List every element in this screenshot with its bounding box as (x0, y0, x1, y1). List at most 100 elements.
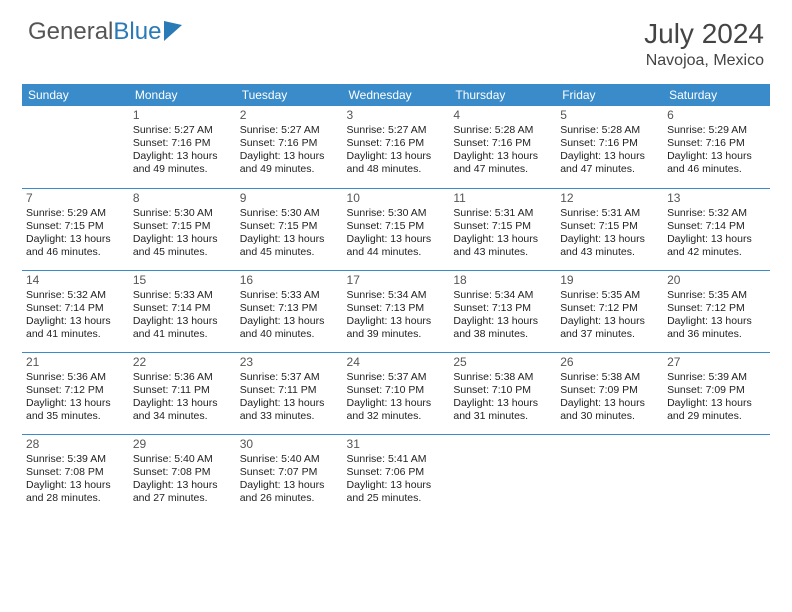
day-number: 8 (133, 191, 232, 206)
sunset-text: Sunset: 7:13 PM (240, 302, 339, 315)
calendar-cell: 16Sunrise: 5:33 AMSunset: 7:13 PMDayligh… (236, 270, 343, 352)
calendar-cell: 29Sunrise: 5:40 AMSunset: 7:08 PMDayligh… (129, 434, 236, 516)
calendar-row: 28Sunrise: 5:39 AMSunset: 7:08 PMDayligh… (22, 434, 770, 516)
calendar-cell (663, 434, 770, 516)
day-number: 28 (26, 437, 125, 452)
sunrise-text: Sunrise: 5:33 AM (133, 289, 232, 302)
logo: GeneralBlue (28, 18, 182, 46)
daylight-text: Daylight: 13 hours and 41 minutes. (26, 315, 125, 341)
sunset-text: Sunset: 7:08 PM (26, 466, 125, 479)
day-number: 5 (560, 108, 659, 123)
day-number: 18 (453, 273, 552, 288)
logo-sail-icon (164, 19, 182, 41)
day-number: 15 (133, 273, 232, 288)
calendar-cell: 25Sunrise: 5:38 AMSunset: 7:10 PMDayligh… (449, 352, 556, 434)
sunset-text: Sunset: 7:16 PM (347, 137, 446, 150)
daylight-text: Daylight: 13 hours and 29 minutes. (667, 397, 766, 423)
sunrise-text: Sunrise: 5:37 AM (347, 371, 446, 384)
daylight-text: Daylight: 13 hours and 39 minutes. (347, 315, 446, 341)
day-number: 22 (133, 355, 232, 370)
calendar-cell (556, 434, 663, 516)
daylight-text: Daylight: 13 hours and 41 minutes. (133, 315, 232, 341)
daylight-text: Daylight: 13 hours and 31 minutes. (453, 397, 552, 423)
day-number: 23 (240, 355, 339, 370)
sunrise-text: Sunrise: 5:39 AM (26, 453, 125, 466)
sunset-text: Sunset: 7:16 PM (133, 137, 232, 150)
sunset-text: Sunset: 7:13 PM (347, 302, 446, 315)
sunset-text: Sunset: 7:16 PM (667, 137, 766, 150)
day-header: Friday (556, 84, 663, 106)
sunset-text: Sunset: 7:15 PM (560, 220, 659, 233)
sunrise-text: Sunrise: 5:32 AM (26, 289, 125, 302)
calendar-row: 14Sunrise: 5:32 AMSunset: 7:14 PMDayligh… (22, 270, 770, 352)
location: Navojoa, Mexico (644, 52, 764, 70)
sunset-text: Sunset: 7:08 PM (133, 466, 232, 479)
sunrise-text: Sunrise: 5:27 AM (347, 124, 446, 137)
sunset-text: Sunset: 7:15 PM (347, 220, 446, 233)
daylight-text: Daylight: 13 hours and 30 minutes. (560, 397, 659, 423)
sunrise-text: Sunrise: 5:30 AM (133, 207, 232, 220)
daylight-text: Daylight: 13 hours and 40 minutes. (240, 315, 339, 341)
day-number: 27 (667, 355, 766, 370)
day-number: 2 (240, 108, 339, 123)
day-header: Sunday (22, 84, 129, 106)
sunrise-text: Sunrise: 5:27 AM (240, 124, 339, 137)
logo-part2: Blue (113, 18, 161, 46)
sunset-text: Sunset: 7:10 PM (453, 384, 552, 397)
sunrise-text: Sunrise: 5:32 AM (667, 207, 766, 220)
sunrise-text: Sunrise: 5:30 AM (240, 207, 339, 220)
sunrise-text: Sunrise: 5:40 AM (133, 453, 232, 466)
calendar-cell: 14Sunrise: 5:32 AMSunset: 7:14 PMDayligh… (22, 270, 129, 352)
sunset-text: Sunset: 7:10 PM (347, 384, 446, 397)
day-number: 1 (133, 108, 232, 123)
sunrise-text: Sunrise: 5:36 AM (26, 371, 125, 384)
sunset-text: Sunset: 7:07 PM (240, 466, 339, 479)
daylight-text: Daylight: 13 hours and 28 minutes. (26, 479, 125, 505)
sunrise-text: Sunrise: 5:37 AM (240, 371, 339, 384)
day-number: 12 (560, 191, 659, 206)
sunset-text: Sunset: 7:16 PM (240, 137, 339, 150)
sunset-text: Sunset: 7:06 PM (347, 466, 446, 479)
calendar-cell (449, 434, 556, 516)
day-number: 4 (453, 108, 552, 123)
sunset-text: Sunset: 7:14 PM (667, 220, 766, 233)
sunset-text: Sunset: 7:12 PM (26, 384, 125, 397)
day-number: 29 (133, 437, 232, 452)
sunrise-text: Sunrise: 5:35 AM (667, 289, 766, 302)
calendar-cell: 12Sunrise: 5:31 AMSunset: 7:15 PMDayligh… (556, 188, 663, 270)
sunrise-text: Sunrise: 5:30 AM (347, 207, 446, 220)
calendar-cell: 2Sunrise: 5:27 AMSunset: 7:16 PMDaylight… (236, 106, 343, 188)
sunrise-text: Sunrise: 5:35 AM (560, 289, 659, 302)
calendar-row: 1Sunrise: 5:27 AMSunset: 7:16 PMDaylight… (22, 106, 770, 188)
calendar-row: 7Sunrise: 5:29 AMSunset: 7:15 PMDaylight… (22, 188, 770, 270)
daylight-text: Daylight: 13 hours and 48 minutes. (347, 150, 446, 176)
sunrise-text: Sunrise: 5:29 AM (26, 207, 125, 220)
calendar-cell: 6Sunrise: 5:29 AMSunset: 7:16 PMDaylight… (663, 106, 770, 188)
calendar-cell: 19Sunrise: 5:35 AMSunset: 7:12 PMDayligh… (556, 270, 663, 352)
calendar-cell: 9Sunrise: 5:30 AMSunset: 7:15 PMDaylight… (236, 188, 343, 270)
daylight-text: Daylight: 13 hours and 43 minutes. (560, 233, 659, 259)
daylight-text: Daylight: 13 hours and 44 minutes. (347, 233, 446, 259)
sunset-text: Sunset: 7:09 PM (560, 384, 659, 397)
calendar-cell: 22Sunrise: 5:36 AMSunset: 7:11 PMDayligh… (129, 352, 236, 434)
sunrise-text: Sunrise: 5:38 AM (453, 371, 552, 384)
daylight-text: Daylight: 13 hours and 45 minutes. (240, 233, 339, 259)
calendar-cell: 17Sunrise: 5:34 AMSunset: 7:13 PMDayligh… (343, 270, 450, 352)
sunset-text: Sunset: 7:11 PM (133, 384, 232, 397)
sunrise-text: Sunrise: 5:34 AM (453, 289, 552, 302)
calendar-cell: 20Sunrise: 5:35 AMSunset: 7:12 PMDayligh… (663, 270, 770, 352)
daylight-text: Daylight: 13 hours and 45 minutes. (133, 233, 232, 259)
calendar-cell: 11Sunrise: 5:31 AMSunset: 7:15 PMDayligh… (449, 188, 556, 270)
day-header: Tuesday (236, 84, 343, 106)
sunset-text: Sunset: 7:12 PM (667, 302, 766, 315)
day-number: 11 (453, 191, 552, 206)
daylight-text: Daylight: 13 hours and 47 minutes. (453, 150, 552, 176)
calendar-cell: 7Sunrise: 5:29 AMSunset: 7:15 PMDaylight… (22, 188, 129, 270)
calendar-cell: 24Sunrise: 5:37 AMSunset: 7:10 PMDayligh… (343, 352, 450, 434)
day-number: 17 (347, 273, 446, 288)
sunrise-text: Sunrise: 5:29 AM (667, 124, 766, 137)
sunset-text: Sunset: 7:16 PM (453, 137, 552, 150)
calendar-cell: 8Sunrise: 5:30 AMSunset: 7:15 PMDaylight… (129, 188, 236, 270)
sunrise-text: Sunrise: 5:33 AM (240, 289, 339, 302)
day-number: 7 (26, 191, 125, 206)
